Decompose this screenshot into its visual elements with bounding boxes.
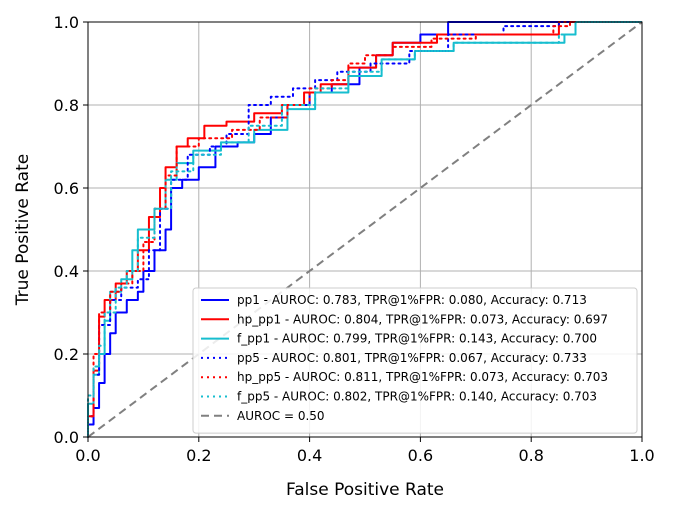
legend-entry-label: pp1 - AUROC: 0.783, TPR@1%FPR: 0.080, Ac… [237, 293, 587, 307]
series-layer [87, 21, 643, 438]
legend-entry-label: hp_pp5 - AUROC: 0.811, TPR@1%FPR: 0.073,… [237, 370, 608, 384]
ticks: 0.0 0.2 0.4 0.6 0.8 1.0 0.0 0.2 0.4 0.6 0.8 1.0 [54, 13, 655, 465]
x-tick-label: 0.4 [297, 446, 322, 465]
y-tick-label: 1.0 [54, 13, 79, 32]
legend-entry-label: AUROC = 0.50 [237, 409, 325, 423]
x-tick-label: 0.8 [518, 446, 543, 465]
x-tick-label: 0.2 [186, 446, 211, 465]
y-tick-label: 0.0 [54, 428, 79, 447]
series-line-4 [87, 21, 643, 438]
legend-entry-label: f_pp5 - AUROC: 0.802, TPR@1%FPR: 0.140, … [237, 390, 597, 404]
legend: pp1 - AUROC: 0.783, TPR@1%FPR: 0.080, Ac… [192, 287, 638, 434]
x-axis-label: False Positive Rate [286, 480, 444, 500]
y-tick-label: 0.2 [54, 345, 79, 364]
y-axis-label: True Positive Rate [13, 154, 33, 306]
y-tick-label: 0.8 [54, 96, 79, 115]
y-tick-label: 0.4 [54, 262, 79, 281]
plot-frame [87, 21, 643, 438]
legend-entry-label: f_pp1 - AUROC: 0.799, TPR@1%FPR: 0.143, … [237, 332, 597, 346]
y-tick-label: 0.6 [54, 179, 79, 198]
x-tick-label: 0.6 [408, 446, 433, 465]
legend-entry-label: pp5 - AUROC: 0.801, TPR@1%FPR: 0.067, Ac… [237, 351, 587, 365]
series-line-6 [87, 21, 643, 438]
x-tick-label: 1.0 [629, 446, 654, 465]
series-line-5 [87, 21, 643, 438]
legend-entry-label: hp_pp1 - AUROC: 0.804, TPR@1%FPR: 0.073,… [237, 312, 608, 326]
legend-frame [192, 287, 638, 434]
x-tick-label: 0.0 [75, 446, 100, 465]
